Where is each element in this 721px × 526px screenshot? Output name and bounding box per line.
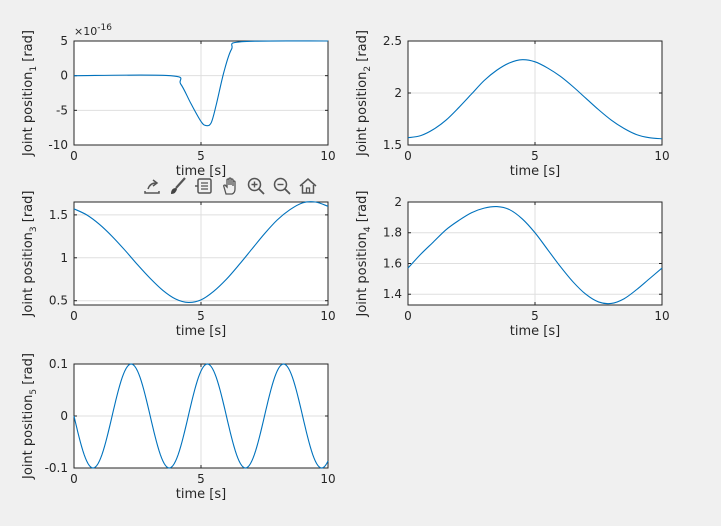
pan-button[interactable]: [218, 173, 242, 199]
x-axis-label: time [s]: [176, 164, 226, 179]
exponent-power: -16: [97, 23, 112, 33]
y-axis-label: Joint position2 [rad]: [355, 30, 373, 157]
y-label-unit: [rad]: [21, 353, 36, 389]
series-line: [407, 206, 663, 305]
y-tick-label: 1.8: [383, 226, 402, 240]
x-tick-label: 10: [654, 149, 669, 163]
zoom-in-icon: [247, 177, 265, 195]
y-label-unit: [rad]: [21, 191, 36, 227]
y-axis-label: Joint position3 [rad]: [21, 191, 39, 318]
pan-hand-icon: [223, 177, 236, 195]
brush-icon: [171, 177, 186, 194]
x-tick-label: 0: [70, 309, 78, 323]
y-tick-label: -5: [56, 103, 68, 117]
x-tick-label: 5: [197, 149, 205, 163]
zoom-in-button[interactable]: [244, 173, 268, 199]
y-axis-label: Joint position1 [rad]: [21, 30, 39, 157]
x-tick-label: 10: [320, 472, 335, 486]
brush-button[interactable]: [166, 173, 190, 199]
y-label-text: Joint position: [21, 72, 36, 157]
x-axis-label: time [s]: [176, 487, 226, 502]
x-tick-label: 5: [197, 472, 205, 486]
y-tick-label: 0.1: [49, 357, 68, 371]
home-button[interactable]: [296, 173, 320, 199]
export-icon: [144, 179, 160, 194]
y-tick-label: 1.6: [383, 256, 402, 270]
axes-border: [407, 40, 663, 146]
export-button[interactable]: [140, 173, 164, 199]
y-tick-label: 5: [60, 34, 68, 48]
y-tick-label: 2.5: [383, 34, 402, 48]
axes-border: [407, 201, 663, 306]
zoom-out-icon: [273, 177, 291, 195]
y-exponent-label: ×10-16: [74, 23, 112, 38]
y-label-text: Joint position: [355, 72, 370, 157]
home-icon: [299, 178, 317, 194]
y-tick-label: 2: [394, 86, 402, 100]
x-tick-label: 10: [654, 309, 669, 323]
x-axis-label: time [s]: [176, 324, 226, 339]
x-tick-label: 5: [531, 149, 539, 163]
y-tick-label: 0: [60, 69, 68, 83]
y-label-text: Joint position: [21, 232, 36, 317]
datatips-icon: [195, 178, 212, 194]
y-tick-label: 1.5: [383, 138, 402, 152]
exponent-base: ×10: [74, 25, 97, 38]
x-tick-label: 10: [320, 149, 335, 163]
y-axis-label: Joint position4 [rad]: [355, 191, 373, 318]
series-line: [73, 363, 329, 469]
y-label-unit: [rad]: [355, 191, 370, 227]
x-tick-label: 0: [404, 309, 412, 323]
y-label-unit: [rad]: [21, 30, 36, 66]
y-tick-label: -10: [48, 138, 68, 152]
x-tick-label: 5: [197, 309, 205, 323]
y-label-text: Joint position: [21, 395, 36, 480]
y-label-subscript: 3: [29, 226, 39, 232]
series-line: [407, 59, 663, 140]
y-label-subscript: 1: [29, 66, 39, 72]
datatips-button[interactable]: [192, 173, 216, 199]
axes-joint-position-4[interactable]: 0 5 10 2 1.8 1.6 1.4 time [s] Joint position4 [r…: [355, 191, 670, 339]
y-label-subscript: 2: [363, 66, 373, 72]
series-line: [73, 201, 329, 303]
x-tick-label: 0: [70, 149, 78, 163]
y-label-text: Joint position: [355, 232, 370, 317]
zoom-out-button[interactable]: [270, 173, 294, 199]
axes-border: [73, 40, 329, 146]
y-tick-label: 0: [60, 409, 68, 423]
y-tick-label: 1.4: [383, 287, 402, 301]
y-axis-label: Joint position5 [rad]: [21, 353, 39, 480]
y-tick-label: 2: [394, 195, 402, 209]
axes-toolbar: [140, 171, 334, 201]
y-tick-label: 1.5: [49, 208, 68, 222]
x-axis-label: time [s]: [510, 164, 560, 179]
x-tick-label: 0: [404, 149, 412, 163]
y-tick-label: 1: [60, 251, 68, 265]
y-label-subscript: 4: [363, 226, 373, 232]
y-tick-label: 0.5: [49, 294, 68, 308]
axes-joint-position-1[interactable]: 0 5 10 5 0 -5 -10 time [s] Joint position1 [rad]…: [21, 23, 336, 179]
series-line: [73, 40, 329, 127]
x-axis-label: time [s]: [510, 324, 560, 339]
x-tick-label: 10: [320, 309, 335, 323]
y-label-subscript: 5: [29, 389, 39, 395]
axes-joint-position-3[interactable]: 0 5 10 1.5 1 0.5 time [s] Joint position3 [rad]: [21, 191, 336, 339]
x-tick-label: 5: [531, 309, 539, 323]
axes-border: [73, 201, 329, 306]
y-label-unit: [rad]: [355, 30, 370, 66]
y-tick-label: -0.1: [45, 461, 68, 475]
x-tick-label: 0: [70, 472, 78, 486]
